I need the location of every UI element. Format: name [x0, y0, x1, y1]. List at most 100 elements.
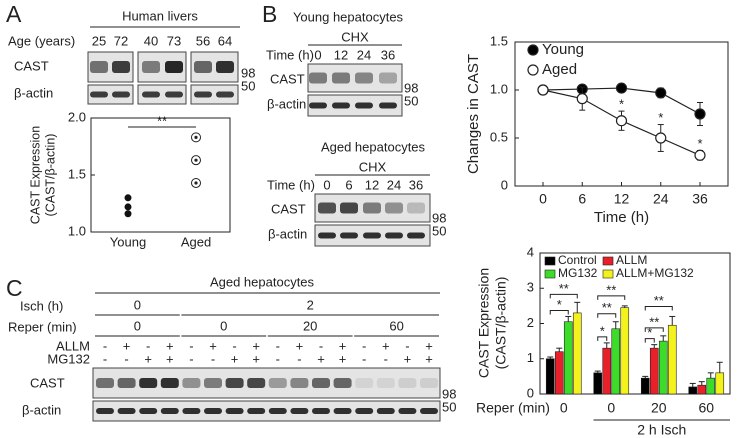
sign: + — [252, 338, 260, 353]
blot-band — [194, 91, 212, 98]
point — [576, 93, 588, 105]
blot-band — [142, 61, 160, 73]
y-axis-label: (CAST/β-actin) — [43, 134, 57, 217]
sign: - — [362, 338, 366, 353]
panel-letter: C — [6, 275, 23, 301]
y-tick-label: 1 — [527, 350, 534, 365]
legend-label: ALLM+MG132 — [616, 266, 694, 280]
blot-band — [90, 91, 108, 98]
panel-letter: A — [6, 1, 22, 27]
y-tick-label: 2 — [527, 315, 534, 330]
blot-band — [216, 61, 234, 73]
sig-bracket — [597, 313, 617, 318]
y-axis-label: CAST Expression — [476, 268, 492, 378]
blot-band — [376, 408, 395, 414]
sign: - — [297, 351, 301, 366]
blot-band — [420, 378, 438, 388]
significance: * — [619, 97, 624, 112]
point — [124, 194, 132, 202]
row-label: Time (h) — [266, 47, 314, 62]
blot-band — [340, 232, 358, 239]
sign: - — [276, 338, 280, 353]
blot-band — [333, 378, 352, 388]
blot-band — [225, 408, 244, 414]
blot-band — [194, 61, 212, 73]
blot-band — [139, 408, 158, 414]
bar — [649, 347, 659, 395]
y-tick-label: 1.0 — [68, 223, 86, 238]
sign: + — [382, 338, 390, 353]
bar — [667, 324, 677, 395]
blot-band — [96, 408, 114, 414]
treatment-label: ALLM — [56, 338, 90, 353]
blot-band — [355, 102, 373, 109]
blot-band — [385, 232, 403, 239]
sig-bracket — [597, 295, 626, 300]
lane-label: 24 — [357, 47, 371, 62]
row-label: β-actin — [268, 226, 307, 241]
blot-band — [117, 378, 136, 388]
reper-label: 0 — [220, 318, 227, 333]
bar — [554, 351, 564, 395]
sign: + — [209, 338, 217, 353]
legend-swatch — [602, 256, 614, 266]
blot-band — [379, 102, 397, 109]
bar — [658, 340, 668, 395]
blot — [92, 400, 441, 422]
point-dot — [194, 181, 198, 185]
blot-band — [340, 202, 358, 214]
sign: + — [166, 338, 174, 353]
x-axis-label: Time (h) — [594, 209, 649, 226]
lane-label: 0 — [314, 47, 321, 62]
sig-bracket — [549, 293, 578, 299]
point — [655, 132, 667, 144]
blot — [190, 84, 239, 105]
blot-band — [312, 408, 330, 414]
blot-band — [142, 91, 160, 98]
blot-band — [355, 378, 374, 388]
sign: - — [124, 351, 128, 366]
blot-band — [363, 202, 381, 214]
lane-label: 6 — [345, 177, 352, 192]
row-label: β-actin — [267, 96, 306, 111]
blot-band — [318, 202, 336, 214]
blot-band — [290, 408, 309, 414]
blot-band — [407, 202, 425, 214]
row-label: CAST — [271, 201, 306, 216]
blot-title: Aged hepatocytes — [321, 139, 426, 154]
significance: ** — [649, 314, 659, 329]
sig-bracket — [644, 327, 664, 332]
plot-frame — [90, 117, 231, 233]
blot-band — [309, 72, 327, 84]
sign: + — [231, 351, 239, 366]
y-tick-label: 0 — [527, 385, 534, 400]
sign: + — [144, 351, 152, 366]
x-tick-label: Young — [110, 234, 146, 249]
sig-bracket — [597, 336, 608, 341]
blot-title: Young hepatocytes — [293, 9, 404, 24]
mw-label: 50 — [442, 399, 456, 414]
lane-label: 56 — [196, 33, 210, 48]
treatment-label: MG132 — [47, 351, 90, 366]
y-axis-label: Changes in CAST — [465, 54, 482, 174]
blot-band — [247, 378, 266, 388]
mw-label: 98 — [241, 65, 255, 80]
mw-label: 98 — [442, 386, 456, 401]
lane-label: 12 — [365, 177, 379, 192]
sign: - — [319, 338, 323, 353]
point — [694, 108, 706, 120]
blot-band — [318, 232, 336, 239]
blot-band — [182, 408, 201, 414]
legend-swatch — [544, 269, 556, 279]
plot-frame — [539, 252, 731, 395]
row-label: CAST — [14, 58, 49, 73]
blot-band — [139, 378, 158, 388]
sign: + — [339, 351, 347, 366]
blot-band — [268, 408, 287, 414]
y-tick-label: 1.5 — [68, 166, 86, 181]
blot-band — [160, 408, 179, 414]
x-axis-label: Reper (min) — [476, 400, 550, 416]
blot-band — [379, 72, 397, 84]
blot — [137, 84, 187, 105]
x-tick-label: 12 — [614, 191, 630, 207]
